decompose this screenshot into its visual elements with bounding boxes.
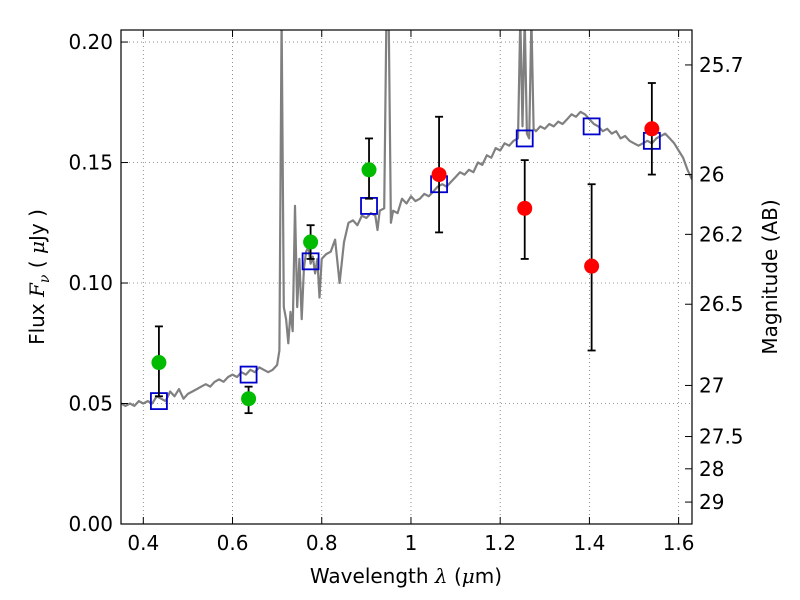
plot-area [121,30,692,415]
y-tick-label: 0.15 [68,151,113,175]
model-spectrum-line [121,30,692,407]
observed-flux-point [584,258,600,274]
x-tick-label: 1.2 [484,531,516,555]
x-tick-label: 1 [405,531,418,555]
model-photometry-marker [239,365,258,384]
x-tick-label: 1.6 [663,531,695,555]
x-tick-label: 1.4 [573,531,605,555]
y2-tick-label: 28 [699,457,724,481]
x-axis-title: Wavelength λ (μm) [310,564,502,588]
y2-tick-label: 27 [699,373,724,397]
observed-flux-point [644,121,660,137]
axes-ticks: 0.4 0.6 0.8 1 1.2 1.4 1.6 0.00 0.05 0.10 0.15 0.20 2… [68,30,744,555]
y2-tick-label: 29 [699,490,724,514]
observed-flux-point [241,391,257,407]
y2-axis-title: Magnitude (AB) [758,199,782,354]
observed-flux-point [361,162,377,178]
y-tick-label: 0.10 [68,271,113,295]
y-axis-title: Flux Fν ( μJy ) [25,209,53,345]
x-tick-label: 0.8 [306,531,338,555]
observed-flux-point [303,234,319,250]
model-photometry-marker [515,129,534,148]
observed-flux-point [151,355,167,371]
plot-frame [120,29,693,525]
y-tick-label: 0.00 [68,512,113,536]
y-tick-label: 0.20 [68,30,113,54]
y2-tick-label: 26.2 [699,222,744,246]
y2-tick-label: 26 [699,163,724,187]
model-photometry-marker [582,117,601,136]
observed-flux-point [431,167,447,183]
y2-tick-label: 25.7 [699,53,744,77]
x-tick-label: 0.4 [127,531,159,555]
y-tick-label: 0.05 [68,392,113,416]
y2-tick-label: 26.5 [699,292,744,316]
y2-tick-label: 27.5 [699,425,744,449]
observed-flux-point [517,200,533,216]
x-tick-label: 0.6 [217,531,249,555]
